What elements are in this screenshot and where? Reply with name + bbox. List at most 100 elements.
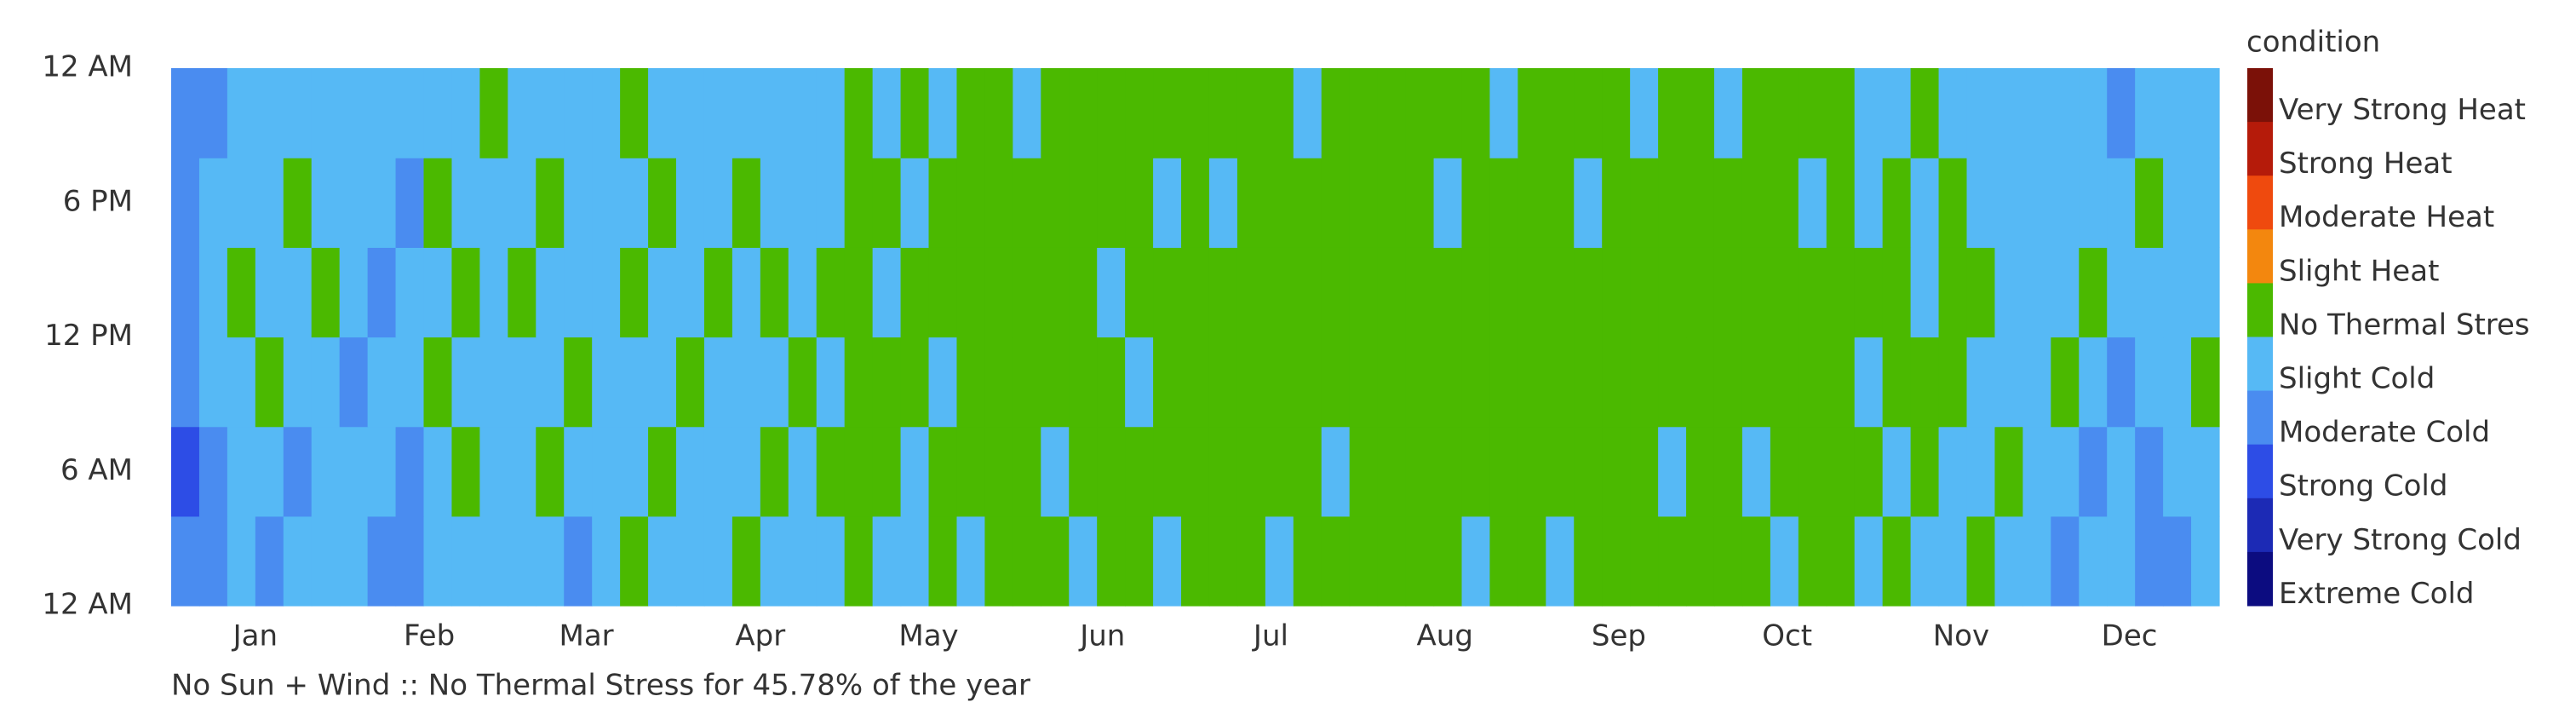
legend-title: condition xyxy=(2246,26,2380,60)
heatmap-cell xyxy=(2135,68,2164,158)
heatmap-cell xyxy=(928,337,958,428)
heatmap-cell xyxy=(1097,337,1126,428)
heatmap-cell xyxy=(2107,247,2136,338)
heatmap-cell xyxy=(1097,247,1126,338)
y-tick-label: 12 AM xyxy=(42,50,133,84)
heatmap-cell xyxy=(1966,68,1996,158)
heatmap-cell xyxy=(984,68,1013,158)
heatmap-cell xyxy=(198,337,228,428)
heatmap-cell xyxy=(395,247,425,338)
heatmap-cell xyxy=(1405,515,1435,607)
heatmap-cell xyxy=(1713,68,1743,158)
heatmap-cell xyxy=(2051,68,2080,158)
heatmap-cell xyxy=(1741,426,1771,517)
heatmap-cell xyxy=(648,426,677,517)
heatmap-cell xyxy=(788,68,818,158)
heatmap-cell xyxy=(1630,247,1659,338)
legend-swatch xyxy=(2247,551,2273,607)
x-tick-label: Jun xyxy=(1078,619,1125,653)
heatmap-cell xyxy=(1041,247,1070,338)
heatmap-cell xyxy=(283,426,313,517)
heatmap-cell xyxy=(339,247,369,338)
heatmap-cell xyxy=(703,337,733,428)
heatmap-cell xyxy=(928,515,958,607)
heatmap-cell xyxy=(1125,515,1154,607)
legend-label: Slight Cold xyxy=(2279,361,2435,395)
x-tick-label: Feb xyxy=(404,619,455,653)
heatmap-cell xyxy=(1377,515,1407,607)
heatmap-cell xyxy=(956,158,986,248)
heatmap-cell xyxy=(564,515,593,607)
heatmap-cell xyxy=(648,247,677,338)
legend-swatch xyxy=(2247,175,2273,230)
heatmap-cell xyxy=(171,158,200,248)
heatmap-cell xyxy=(1574,515,1603,607)
heatmap-cell xyxy=(423,426,453,517)
heatmap-cell xyxy=(1461,515,1491,607)
heatmap-cell xyxy=(956,515,986,607)
legend-swatch xyxy=(2247,283,2273,337)
heatmap-cell xyxy=(2107,337,2136,428)
heatmap-cell xyxy=(1798,515,1827,607)
heatmap-cell xyxy=(816,515,846,607)
heatmap-cell xyxy=(1882,515,1912,607)
heatmap-cell xyxy=(592,426,621,517)
heatmap-cell xyxy=(844,68,874,158)
heatmap-cell xyxy=(1125,158,1154,248)
x-tick-label: Nov xyxy=(1933,619,1989,653)
heatmap-cell xyxy=(1517,158,1546,248)
heatmap-cell xyxy=(1546,515,1575,607)
heatmap-cell xyxy=(1546,158,1575,248)
heatmap-cell xyxy=(423,337,453,428)
heatmap-cell xyxy=(731,337,761,428)
heatmap-cell xyxy=(1713,337,1743,428)
heatmap-cell xyxy=(1265,515,1294,607)
heatmap-cell xyxy=(1686,426,1715,517)
heatmap-cell xyxy=(620,158,649,248)
heatmap-cell xyxy=(1208,337,1238,428)
heatmap-cell xyxy=(451,337,480,428)
heatmap-cell xyxy=(2022,68,2051,158)
heatmap-cell xyxy=(1910,426,1940,517)
heatmap-cell xyxy=(928,247,958,338)
heatmap-cell xyxy=(1321,158,1351,248)
heatmap-cell xyxy=(1321,68,1351,158)
heatmap-cell xyxy=(1433,515,1463,607)
heatmap-cell xyxy=(1125,337,1154,428)
heatmap-cell xyxy=(1265,426,1294,517)
heatmap-cell xyxy=(1882,337,1912,428)
heatmap-cell xyxy=(1377,337,1407,428)
heatmap-cell xyxy=(1854,426,1884,517)
heatmap-cell xyxy=(198,515,228,607)
heatmap-cell xyxy=(2107,68,2136,158)
heatmap-cell xyxy=(2163,247,2192,338)
heatmap-cell xyxy=(1236,247,1266,338)
legend-swatch xyxy=(2247,122,2273,176)
heatmap-cell xyxy=(703,247,733,338)
heatmap-cell xyxy=(928,426,958,517)
heatmap-cell xyxy=(1013,337,1041,428)
heatmap-cell xyxy=(1236,68,1266,158)
heatmap-cell xyxy=(984,337,1013,428)
y-tick-label: 6 AM xyxy=(60,453,133,487)
heatmap-cell xyxy=(900,337,930,428)
heatmap-cell xyxy=(1826,68,1856,158)
heatmap-cell xyxy=(1994,337,2023,428)
heatmap-cell xyxy=(1517,515,1546,607)
heatmap-cell xyxy=(1433,337,1463,428)
heatmap-cell xyxy=(1630,337,1659,428)
heatmap-cell xyxy=(451,426,480,517)
heatmap-cell xyxy=(367,68,397,158)
heatmap-cell xyxy=(760,68,789,158)
heatmap-cell xyxy=(1181,337,1210,428)
heatmap-cell xyxy=(703,68,733,158)
heatmap-cell xyxy=(788,515,818,607)
heatmap-cell xyxy=(648,68,677,158)
heatmap-cell xyxy=(1910,158,1940,248)
heatmap-cell xyxy=(760,515,789,607)
heatmap-cell xyxy=(1686,515,1715,607)
heatmap-cell xyxy=(311,337,341,428)
heatmap-cell xyxy=(1602,247,1631,338)
heatmap-cell xyxy=(1069,158,1098,248)
heatmap-cell xyxy=(1770,68,1799,158)
